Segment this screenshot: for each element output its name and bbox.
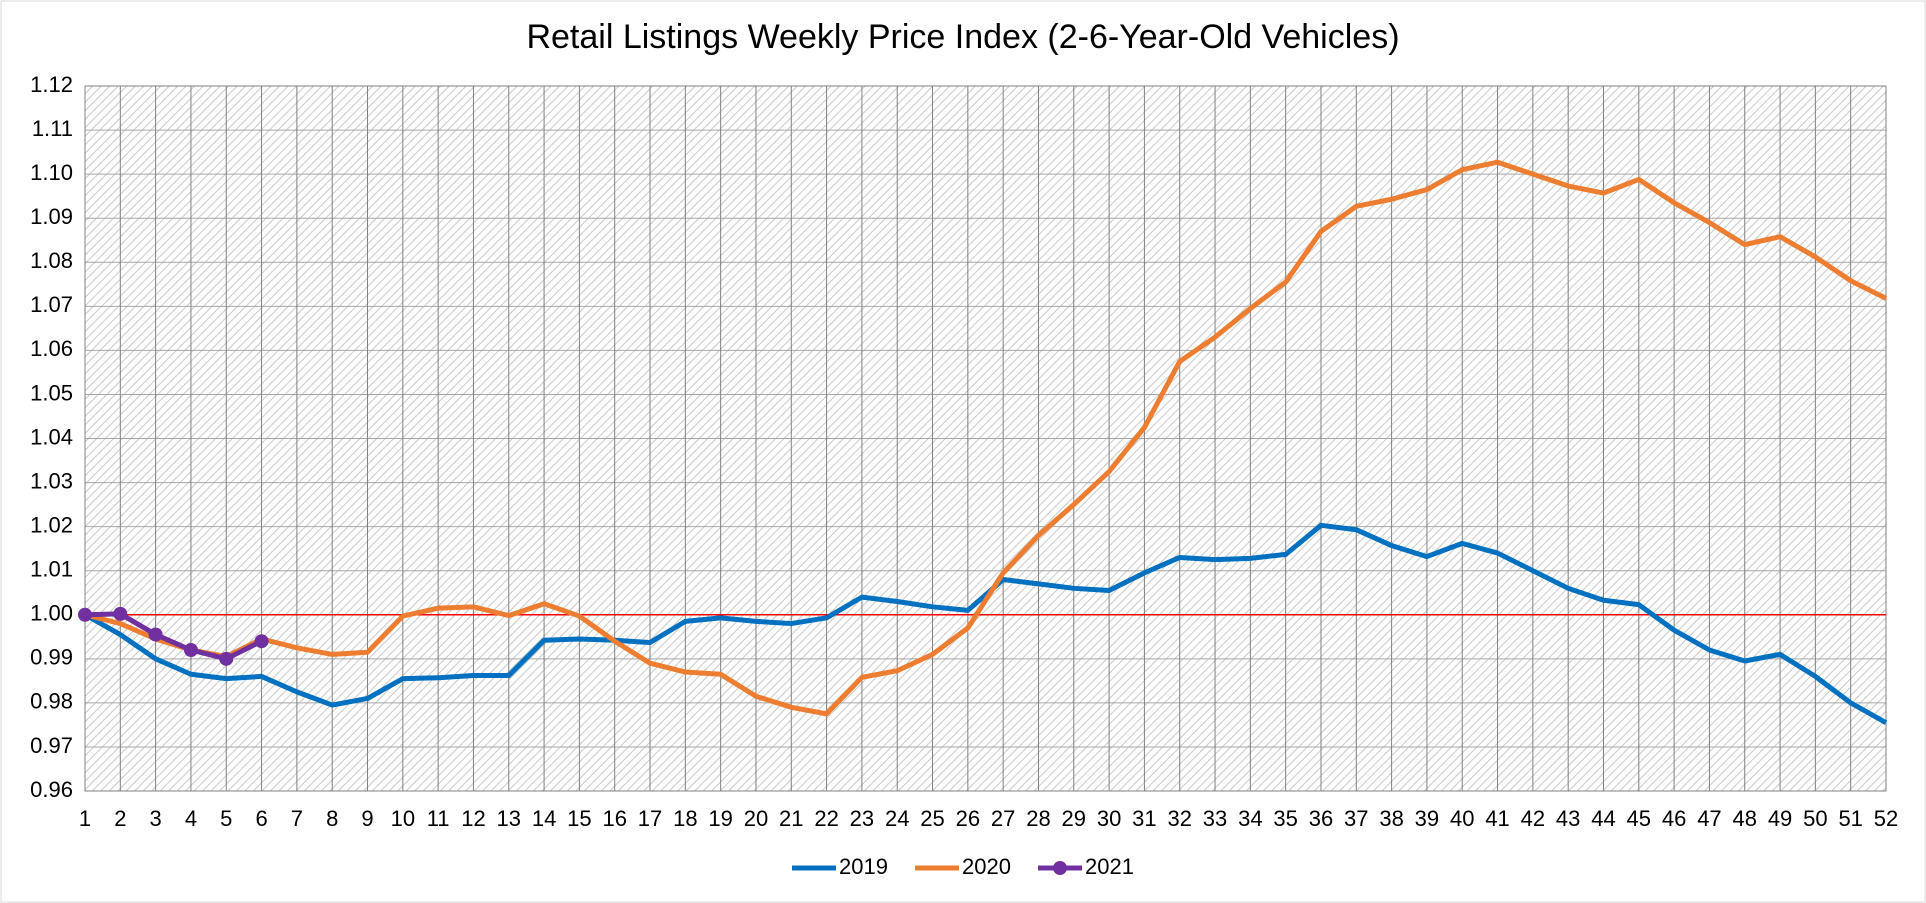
series-marker	[113, 606, 128, 621]
y-tick-label: 1.09	[30, 204, 73, 229]
x-tick-label: 20	[744, 806, 768, 831]
x-tick-label: 32	[1167, 806, 1191, 831]
y-tick-label: 1.04	[30, 424, 73, 449]
x-tick-label: 24	[885, 806, 909, 831]
x-tick-label: 37	[1344, 806, 1368, 831]
x-tick-label: 44	[1591, 806, 1615, 831]
plot-layer: 0.96 0.97 0.98 0.99 1.00 1.01 1.02 1.03 1.04 1.05…	[30, 72, 1898, 879]
y-tick-label: 0.96	[30, 777, 73, 802]
series-line	[83, 522, 1888, 725]
y-tick-label: 1.01	[30, 557, 73, 582]
x-tick-label: 38	[1379, 806, 1403, 831]
y-tick-label: 1.02	[30, 512, 73, 537]
series-marker	[78, 607, 92, 622]
x-tick-label: 10	[391, 806, 415, 831]
x-tick-label: 19	[708, 806, 732, 831]
x-tick-label: 50	[1803, 806, 1827, 831]
x-tick-label: 45	[1627, 806, 1651, 831]
x-tick-label: 42	[1521, 806, 1545, 831]
x-tick-label: 27	[991, 806, 1015, 831]
x-tick-label: 17	[638, 806, 662, 831]
y-tick-label: 1.05	[30, 380, 73, 405]
x-tick-label: 1	[79, 806, 91, 831]
x-tick-label: 2	[114, 806, 126, 831]
x-tick-label: 36	[1309, 806, 1333, 831]
legend-label: 2019	[839, 854, 888, 879]
x-tick-label: 46	[1662, 806, 1686, 831]
y-tick-label: 1.06	[30, 336, 73, 361]
x-tick-label: 12	[461, 806, 485, 831]
series-marker	[183, 643, 198, 657]
x-tick-label: 43	[1556, 806, 1580, 831]
x-tick-label: 51	[1838, 806, 1862, 831]
x-tick-label: 22	[814, 806, 838, 831]
x-tick-label: 15	[567, 806, 591, 831]
x-tick-label: 21	[779, 806, 803, 831]
legend-marker	[1053, 861, 1067, 875]
x-tick-label: 39	[1415, 806, 1439, 831]
x-tick-label: 3	[150, 806, 162, 831]
x-tick-label: 49	[1768, 806, 1792, 831]
x-tick-label: 11	[427, 806, 450, 831]
y-tick-label: 1.03	[30, 468, 73, 493]
x-tick-label: 7	[291, 806, 303, 831]
series-line	[84, 159, 1888, 717]
x-tick-label: 48	[1733, 806, 1757, 831]
x-tick-label: 34	[1238, 806, 1262, 831]
y-tick-label: 0.98	[30, 689, 73, 714]
x-tick-label: 16	[602, 806, 626, 831]
y-tick-label: 1.00	[30, 601, 73, 626]
x-tick-label: 23	[850, 806, 874, 831]
x-tick-label: 4	[185, 806, 197, 831]
plot-border	[84, 85, 1887, 792]
y-tick-label: 0.97	[30, 733, 73, 758]
x-tick-label: 33	[1203, 806, 1227, 831]
series-marker	[148, 627, 163, 642]
x-tick-label: 31	[1132, 806, 1156, 831]
series-marker	[254, 634, 269, 649]
y-tick-label: 0.99	[30, 645, 73, 670]
x-tick-label: 14	[532, 806, 556, 831]
legend-label: 2020	[962, 854, 1011, 879]
x-tick-label: 52	[1874, 806, 1898, 831]
x-tick-label: 13	[497, 806, 521, 831]
x-tick-label: 8	[326, 806, 338, 831]
x-tick-label: 18	[673, 806, 697, 831]
x-tick-label: 25	[920, 806, 944, 831]
x-tick-label: 9	[361, 806, 373, 831]
x-tick-label: 5	[220, 806, 232, 831]
x-tick-label: 47	[1697, 806, 1721, 831]
y-tick-label: 1.10	[30, 160, 73, 185]
x-tick-label: 41	[1485, 806, 1509, 831]
y-tick-label: 1.11	[32, 116, 73, 141]
legend-label: 2021	[1085, 854, 1134, 879]
y-tick-label: 1.07	[30, 292, 73, 317]
x-tick-label: 6	[255, 806, 267, 831]
x-tick-label: 26	[956, 806, 980, 831]
y-tick-label: 1.12	[30, 72, 73, 97]
x-tick-label: 35	[1273, 806, 1297, 831]
x-tick-label: 28	[1026, 806, 1050, 831]
chart-title: Retail Listings Weekly Price Index (2-6-…	[526, 18, 1399, 56]
y-tick-label: 1.08	[30, 248, 73, 273]
x-tick-label: 29	[1062, 806, 1086, 831]
x-tick-label: 30	[1097, 806, 1121, 831]
series-marker	[219, 651, 234, 666]
x-tick-label: 40	[1450, 806, 1474, 831]
